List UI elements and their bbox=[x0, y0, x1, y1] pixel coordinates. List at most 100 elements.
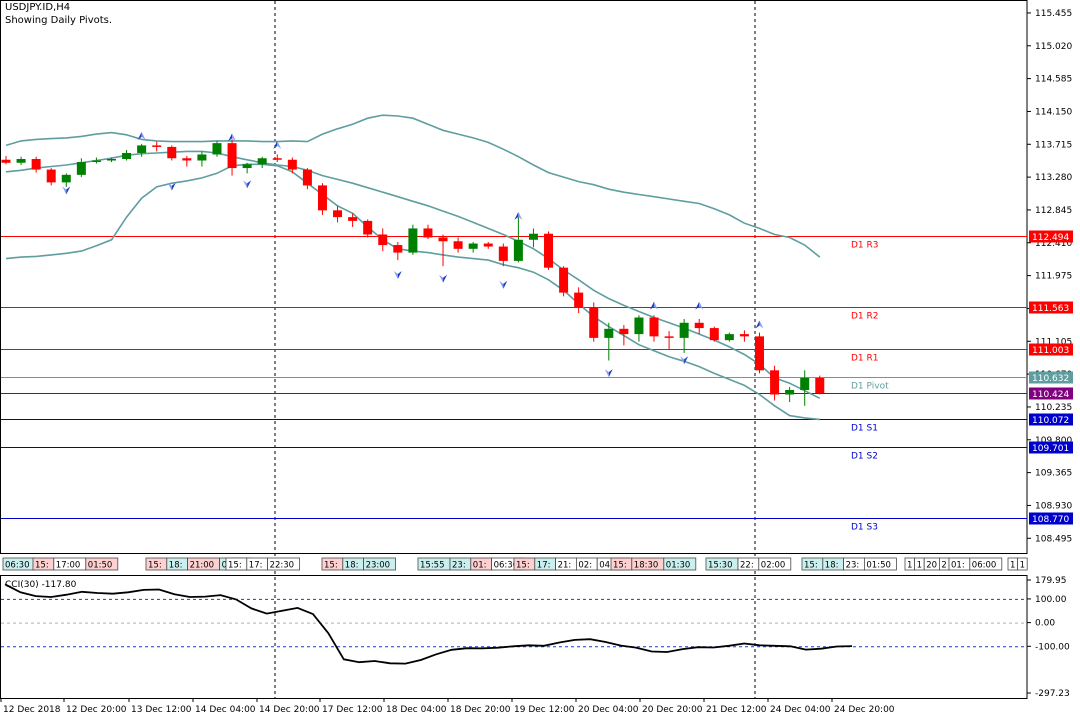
session-tag: 20 bbox=[923, 557, 940, 571]
session-tag: 01:30 bbox=[663, 557, 697, 571]
session-tag-text: 15: bbox=[35, 561, 49, 571]
session-tag: 17: bbox=[246, 557, 269, 571]
session-tag-text: 22: bbox=[740, 561, 754, 571]
session-tag-text: 15: bbox=[804, 561, 818, 571]
fractal-down-arrow-shade bbox=[167, 182, 172, 191]
candle-body bbox=[739, 334, 749, 337]
session-tag-text: 21:00 bbox=[190, 561, 215, 571]
session-tag: 17: bbox=[534, 557, 556, 571]
time-axis-label: 18 Dec 04:00 bbox=[386, 705, 447, 715]
candle-body bbox=[16, 158, 26, 163]
cci-label: CCI(30) -117.80 bbox=[5, 580, 77, 590]
fractal-down-arrow bbox=[503, 280, 508, 289]
candle-body bbox=[664, 336, 674, 338]
fractal-up-arrow-shade bbox=[232, 133, 237, 142]
candle-body bbox=[333, 210, 343, 218]
session-tag-text: 23:00 bbox=[366, 561, 391, 571]
fractal-up-arrow-shade bbox=[759, 320, 764, 329]
fractal-up-arrow bbox=[695, 301, 700, 310]
candle-body bbox=[528, 233, 538, 240]
fractal-up-arrow-shade bbox=[699, 301, 704, 310]
price-axis-label: 109.800 bbox=[1035, 436, 1072, 446]
candle-body bbox=[363, 220, 373, 235]
candle-body bbox=[106, 158, 116, 161]
price-axis-label: 109.365 bbox=[1035, 469, 1072, 479]
session-tag-text: 06:30 bbox=[5, 561, 30, 571]
fractal-down-arrow bbox=[171, 182, 176, 191]
session-tag: 18: bbox=[166, 557, 189, 571]
price-axis-label: 113.280 bbox=[1035, 173, 1072, 183]
price-axis-label: 108.495 bbox=[1035, 534, 1072, 544]
session-tag-box bbox=[969, 557, 1003, 571]
candle-body bbox=[438, 237, 448, 242]
session-tag-text: 23: bbox=[452, 561, 466, 571]
fractal-down-arrow bbox=[247, 180, 252, 189]
candle-body bbox=[152, 145, 162, 147]
session-tag-text: 18: bbox=[825, 561, 839, 571]
price-badge-text: 110.424 bbox=[1032, 390, 1069, 400]
candle-body bbox=[212, 143, 222, 155]
cci-axis-label: -100.00 bbox=[1035, 642, 1070, 652]
level-label: D1 Pivot bbox=[851, 382, 889, 392]
price-badge-text: 108.770 bbox=[1032, 515, 1069, 525]
session-tag-text: 15: bbox=[228, 561, 242, 571]
candle-body bbox=[31, 158, 41, 170]
chart-symbol-title: USDJPY.ID,H4 bbox=[5, 2, 71, 13]
price-badge bbox=[1029, 230, 1073, 243]
level-label: D1 S1 bbox=[851, 424, 878, 434]
price-axis-label: 114.150 bbox=[1035, 107, 1072, 117]
candle-body bbox=[574, 292, 584, 308]
session-tag-text: 15: bbox=[613, 561, 627, 571]
session-tag-text: 18:30 bbox=[634, 561, 659, 571]
fractal-up-arrow-shade bbox=[141, 131, 146, 140]
price-badge-text: 109.701 bbox=[1032, 444, 1069, 454]
session-tag-text: 15: bbox=[516, 561, 530, 571]
candle-body bbox=[679, 322, 689, 338]
price-badge bbox=[1029, 387, 1073, 400]
candle-body bbox=[709, 328, 719, 341]
time-axis-label: 14 Dec 04:00 bbox=[195, 705, 256, 715]
time-axis-label: 24 Dec 04:00 bbox=[770, 705, 831, 715]
fractal-up-arrow bbox=[137, 131, 142, 140]
session-tag-box bbox=[85, 557, 119, 571]
candle-body bbox=[393, 245, 403, 253]
session-tag-box bbox=[1017, 557, 1028, 571]
session-tag-text: 01:50 bbox=[88, 561, 113, 571]
session-tag-text: 1 bbox=[1020, 561, 1025, 571]
fractal-up-arrow bbox=[650, 301, 655, 310]
candle-body bbox=[182, 158, 192, 161]
fractal-up-arrow bbox=[514, 211, 519, 220]
candle-body bbox=[46, 169, 56, 183]
session-tag-text: 22:30 bbox=[270, 561, 295, 571]
candle-body bbox=[498, 246, 508, 261]
level-label: D1 R3 bbox=[851, 241, 879, 251]
session-tag: 15: bbox=[145, 557, 168, 571]
session-tag-text: 1 bbox=[917, 561, 922, 571]
session-tag-box bbox=[363, 557, 397, 571]
price-axis-label: 111.975 bbox=[1035, 272, 1072, 282]
level-label: D1 R2 bbox=[851, 312, 879, 322]
session-tag: 21: bbox=[555, 557, 577, 571]
session-tag-text: 18: bbox=[169, 561, 183, 571]
fractal-down-arrow-shade bbox=[243, 180, 248, 189]
cci-axis-label: 100.00 bbox=[1035, 595, 1067, 605]
fractal-down-arrow-shade bbox=[439, 274, 444, 283]
price-axis-label: 112.410 bbox=[1035, 239, 1072, 249]
fractal-down-arrow bbox=[397, 271, 402, 280]
session-tag-text: 17:00 bbox=[56, 561, 81, 571]
time-axis-label: 17 Dec 12:00 bbox=[322, 705, 383, 715]
session-tag-box bbox=[663, 557, 697, 571]
candle-body bbox=[453, 241, 463, 249]
session-tag-text: 1 bbox=[907, 561, 912, 571]
candle-body bbox=[197, 154, 207, 161]
fractal-down-arrow-shade bbox=[680, 356, 685, 365]
cci-axis-label: 179.95 bbox=[1035, 576, 1067, 586]
session-tag-text: 15:30 bbox=[708, 561, 733, 571]
fractal-down-arrow bbox=[684, 356, 689, 365]
candle-body bbox=[61, 174, 71, 183]
session-tag: 15:30 bbox=[705, 557, 739, 571]
session-tag: 15: bbox=[610, 557, 633, 571]
candle-body bbox=[513, 239, 523, 261]
